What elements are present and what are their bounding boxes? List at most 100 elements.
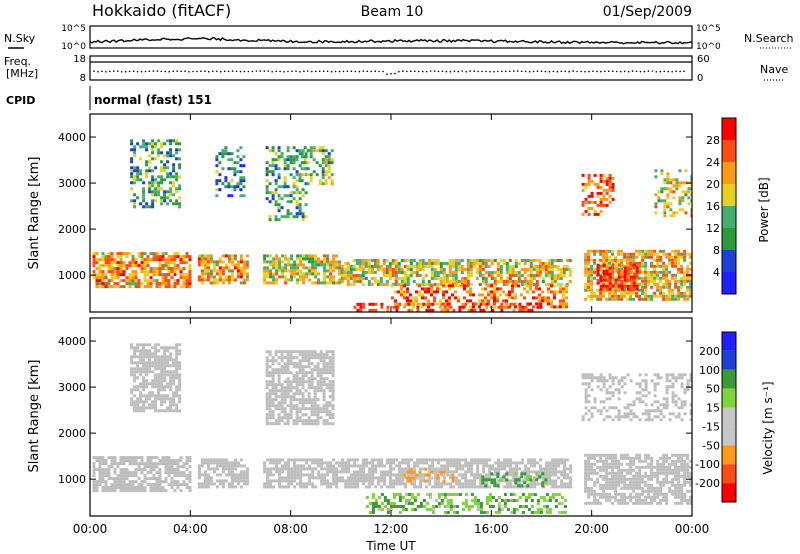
data-cell <box>473 302 477 306</box>
data-cell <box>557 476 561 480</box>
data-cell <box>221 167 225 171</box>
data-cell <box>479 461 483 465</box>
data-cell <box>158 261 162 265</box>
data-cell <box>517 274 521 277</box>
data-cell <box>421 296 424 300</box>
nave-point <box>497 70 499 73</box>
data-cell <box>166 154 170 158</box>
data-cell <box>394 283 398 286</box>
data-cell <box>265 404 269 408</box>
data-cell <box>656 474 660 478</box>
nave-trace <box>93 70 685 75</box>
data-cell <box>268 374 272 378</box>
data-cell <box>611 456 615 460</box>
data-cell <box>638 282 642 286</box>
data-cell <box>421 280 425 283</box>
data-cell <box>689 483 692 487</box>
data-cell <box>245 467 249 471</box>
data-cell <box>224 263 228 267</box>
data-cell <box>517 284 520 288</box>
data-cell <box>164 282 168 286</box>
data-cell <box>307 416 311 420</box>
data-cell <box>295 212 299 216</box>
data-cell <box>599 287 603 291</box>
data-cell <box>275 260 279 264</box>
data-cell <box>175 142 179 146</box>
data-cell <box>188 267 192 271</box>
data-cell <box>496 287 499 291</box>
data-cell <box>635 501 639 505</box>
data-cell <box>657 190 661 194</box>
data-cell <box>281 269 285 273</box>
data-cell <box>163 193 167 197</box>
data-cell <box>557 485 561 489</box>
data-cell <box>278 485 282 489</box>
data-cell <box>346 265 350 268</box>
data-cell <box>602 483 606 487</box>
data-cell <box>269 482 273 486</box>
data-cell <box>590 471 594 475</box>
data-cell <box>605 182 609 186</box>
data-cell <box>163 346 167 350</box>
data-cell <box>133 346 137 350</box>
data-cell <box>275 272 279 276</box>
data-cell <box>620 456 624 460</box>
data-cell <box>289 161 293 165</box>
data-cell <box>242 263 246 267</box>
data-cell <box>283 422 287 426</box>
data-cell <box>680 453 684 457</box>
data-cell <box>373 271 377 274</box>
data-cell <box>517 262 521 265</box>
data-cell <box>590 486 594 490</box>
data-cell <box>137 462 141 466</box>
data-cell <box>137 489 141 493</box>
colorbar-swatch <box>722 250 736 272</box>
data-cell <box>650 270 654 274</box>
data-cell <box>313 368 317 372</box>
data-cell <box>338 278 342 282</box>
data-cell <box>139 391 143 395</box>
data-cell <box>602 269 606 273</box>
data-cell <box>608 477 612 481</box>
data-cell <box>517 271 521 274</box>
data-cell <box>160 385 164 389</box>
nave-point <box>184 70 186 72</box>
data-cell <box>301 350 305 354</box>
data-cell <box>318 149 322 153</box>
data-cell <box>599 191 603 195</box>
data-cell <box>166 406 170 410</box>
data-cell <box>154 385 158 389</box>
data-cell <box>668 255 672 259</box>
data-cell <box>416 302 420 306</box>
data-cell <box>295 398 299 402</box>
data-cell <box>272 485 276 489</box>
data-cell <box>145 367 149 371</box>
data-cell <box>242 476 246 480</box>
data-cell <box>445 277 449 280</box>
data-cell <box>146 477 150 481</box>
data-cell <box>338 272 342 276</box>
data-cell <box>550 284 553 288</box>
data-cell <box>626 269 630 273</box>
data-cell <box>380 305 384 309</box>
data-cell <box>538 268 542 271</box>
data-cell <box>145 343 149 347</box>
data-cell <box>179 255 183 259</box>
data-cell <box>671 249 675 253</box>
data-cell <box>131 273 135 277</box>
nave-point <box>596 70 598 73</box>
data-cell <box>329 278 333 282</box>
data-cell <box>427 290 430 294</box>
data-cell <box>654 169 658 173</box>
data-cell <box>335 476 339 480</box>
data-cell <box>482 467 486 471</box>
data-cell <box>550 268 554 271</box>
data-cell <box>313 398 317 402</box>
data-cell <box>467 308 471 312</box>
data-cell <box>309 146 313 150</box>
data-cell <box>173 255 177 259</box>
data-cell <box>136 166 140 170</box>
data-cell <box>271 191 275 195</box>
data-cell <box>389 473 393 477</box>
data-cell <box>287 485 291 489</box>
